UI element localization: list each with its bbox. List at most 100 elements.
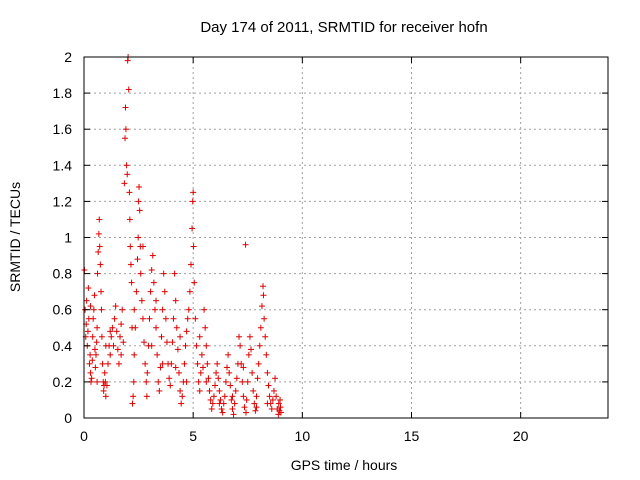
data-point xyxy=(150,279,157,286)
data-point xyxy=(251,400,258,407)
data-point xyxy=(218,405,225,412)
data-point xyxy=(149,252,156,259)
data-point xyxy=(153,297,160,304)
data-point xyxy=(121,180,128,187)
data-point xyxy=(178,400,185,407)
data-point xyxy=(167,382,174,389)
data-point xyxy=(258,303,265,310)
axis-ticks xyxy=(83,56,608,419)
data-point xyxy=(95,248,102,255)
data-point xyxy=(174,346,181,353)
data-point xyxy=(181,360,188,367)
data-point xyxy=(113,328,120,335)
data-point xyxy=(158,333,165,340)
data-point xyxy=(100,387,107,394)
data-point xyxy=(155,378,162,385)
data-point xyxy=(272,375,279,382)
data-point xyxy=(118,321,125,328)
data-point xyxy=(196,387,203,394)
data-point xyxy=(159,360,166,367)
data-point xyxy=(160,270,167,277)
data-point xyxy=(246,333,253,340)
data-point xyxy=(217,396,224,403)
data-point xyxy=(237,342,244,349)
data-point xyxy=(118,351,125,358)
data-point xyxy=(162,315,169,322)
data-point xyxy=(177,387,184,394)
data-point xyxy=(122,135,129,142)
data-point xyxy=(129,400,136,407)
data-point xyxy=(130,378,137,385)
data-point xyxy=(151,306,158,313)
data-point xyxy=(186,288,193,295)
data-point xyxy=(207,396,214,403)
data-point xyxy=(273,393,280,400)
data-point xyxy=(144,369,151,376)
y-tick-label: 1 xyxy=(64,230,72,246)
data-point xyxy=(86,360,93,367)
y-tick-labels: 0 0.2 0.4 0.6 0.8 1 1.2 1.4 1.6 1.8 2 xyxy=(53,49,73,426)
data-point xyxy=(103,382,110,389)
data-point xyxy=(265,382,272,389)
data-point xyxy=(213,369,220,376)
data-point xyxy=(137,270,144,277)
data-point xyxy=(227,382,234,389)
data-point xyxy=(197,369,204,376)
y-tick-label: 2 xyxy=(64,49,72,65)
data-point xyxy=(226,369,233,376)
data-point xyxy=(157,364,164,371)
data-point xyxy=(153,324,160,331)
data-point xyxy=(175,369,182,376)
data-point xyxy=(240,364,247,371)
x-tick-label: 5 xyxy=(189,428,197,444)
data-point xyxy=(238,360,245,367)
data-point xyxy=(219,409,226,416)
data-point xyxy=(209,400,216,407)
data-point xyxy=(233,375,240,382)
data-point xyxy=(166,375,173,382)
data-point xyxy=(253,404,260,411)
data-point xyxy=(256,342,263,349)
data-point xyxy=(201,306,208,313)
data-point xyxy=(173,324,180,331)
data-point xyxy=(191,279,198,286)
data-point xyxy=(148,342,155,349)
data-point xyxy=(206,387,213,394)
data-point xyxy=(185,306,192,313)
y-tick-label: 0.4 xyxy=(53,338,73,354)
data-point xyxy=(242,241,249,248)
data-point xyxy=(90,306,97,313)
data-point xyxy=(170,315,177,322)
data-point xyxy=(88,375,95,382)
y-tick-label: 1.6 xyxy=(53,121,73,137)
data-point xyxy=(208,405,215,412)
data-point xyxy=(87,303,94,310)
data-point xyxy=(172,297,179,304)
x-axis-label: GPS time / hours xyxy=(291,457,398,473)
data-point xyxy=(96,243,103,250)
data-point xyxy=(154,351,161,358)
data-point xyxy=(195,378,202,385)
data-point xyxy=(229,405,236,412)
data-point xyxy=(135,198,142,205)
data-point xyxy=(102,378,109,385)
data-point xyxy=(270,387,277,394)
data-point xyxy=(250,387,257,394)
data-point xyxy=(139,315,146,322)
data-point xyxy=(266,393,273,400)
data-point xyxy=(141,339,148,346)
data-point xyxy=(177,333,184,340)
data-point xyxy=(183,378,190,385)
data-point xyxy=(168,360,175,367)
data-point xyxy=(94,324,101,331)
data-point xyxy=(172,364,179,371)
data-point xyxy=(193,342,200,349)
data-point xyxy=(257,324,264,331)
data-point xyxy=(196,333,203,340)
data-point xyxy=(138,297,145,304)
chart-title: Day 174 of 2011, SRMTID for receiver hof… xyxy=(200,19,487,36)
data-point xyxy=(221,393,228,400)
y-tick-label: 0.2 xyxy=(53,374,73,390)
data-point xyxy=(134,256,141,263)
y-tick-label: 1.2 xyxy=(53,193,73,209)
